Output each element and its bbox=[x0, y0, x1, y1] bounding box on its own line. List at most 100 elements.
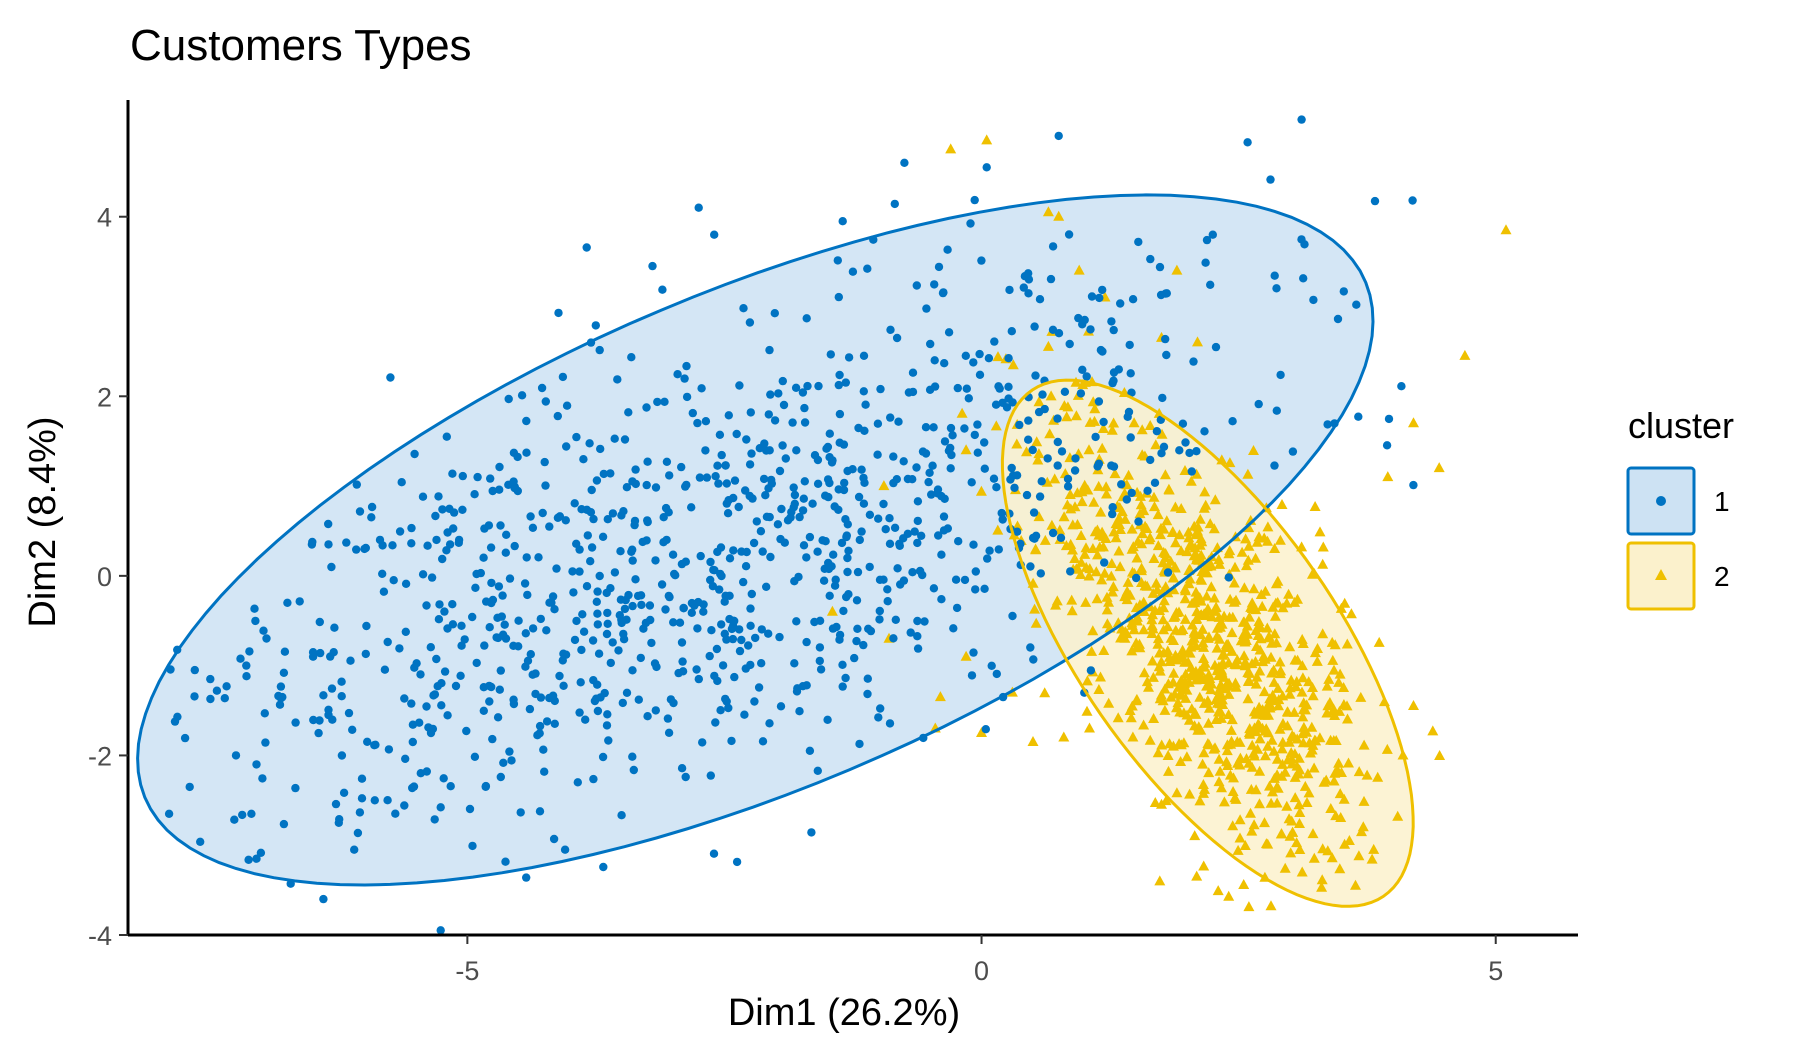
data-point-cluster-2 bbox=[1408, 700, 1419, 710]
data-point-cluster-1 bbox=[1107, 317, 1116, 326]
data-point-cluster-2 bbox=[1081, 675, 1093, 686]
data-point-cluster-1 bbox=[1299, 274, 1308, 283]
data-point-cluster-1 bbox=[501, 857, 510, 866]
data-point-cluster-2 bbox=[1262, 838, 1274, 849]
data-point-cluster-2 bbox=[1148, 491, 1160, 502]
legend-title: cluster bbox=[1628, 405, 1734, 446]
data-point-cluster-1 bbox=[1066, 567, 1075, 576]
data-point-cluster-1 bbox=[496, 521, 505, 530]
data-point-cluster-2 bbox=[1126, 523, 1138, 534]
data-point-cluster-1 bbox=[989, 474, 999, 483]
data-point-cluster-1 bbox=[190, 665, 199, 675]
data-point-cluster-1 bbox=[315, 716, 324, 725]
data-point-cluster-1 bbox=[1125, 340, 1134, 350]
data-point-cluster-1 bbox=[813, 766, 822, 775]
data-point-cluster-1 bbox=[319, 691, 328, 700]
data-point-cluster-2 bbox=[1066, 605, 1078, 616]
data-point-cluster-1 bbox=[892, 333, 902, 343]
data-point-cluster-1 bbox=[592, 476, 602, 485]
data-point-cluster-2 bbox=[1069, 553, 1081, 563]
data-point-cluster-2 bbox=[1328, 703, 1340, 714]
data-point-cluster-2 bbox=[1033, 396, 1045, 407]
data-point-cluster-2 bbox=[1266, 734, 1278, 745]
data-point-cluster-2 bbox=[1296, 660, 1308, 671]
data-point-cluster-1 bbox=[859, 640, 868, 650]
data-point-cluster-2 bbox=[1156, 739, 1168, 750]
data-point-cluster-1 bbox=[701, 417, 711, 426]
data-point-cluster-2 bbox=[1042, 340, 1054, 351]
data-point-cluster-1 bbox=[705, 651, 714, 661]
data-point-cluster-1 bbox=[582, 243, 591, 252]
data-point-cluster-1 bbox=[458, 505, 467, 514]
data-point-cluster-1 bbox=[456, 671, 465, 680]
data-point-cluster-2 bbox=[1091, 593, 1103, 604]
data-point-cluster-1 bbox=[697, 384, 706, 393]
data-point-cluster-2 bbox=[1126, 700, 1138, 711]
data-point-cluster-2 bbox=[1027, 736, 1039, 746]
data-point-cluster-2 bbox=[1131, 552, 1143, 563]
data-point-cluster-1 bbox=[920, 617, 929, 626]
data-point-cluster-2 bbox=[1256, 600, 1268, 611]
data-point-cluster-1 bbox=[813, 547, 822, 556]
data-point-cluster-1 bbox=[618, 698, 627, 708]
data-point-cluster-1 bbox=[367, 513, 376, 522]
legend-item-1[interactable]: 1 bbox=[1626, 466, 1730, 536]
data-point-cluster-1 bbox=[1309, 295, 1318, 305]
data-point-cluster-2 bbox=[1358, 739, 1370, 750]
y-tick-label: 4 bbox=[97, 203, 112, 233]
data-point-cluster-2 bbox=[1033, 511, 1045, 522]
data-point-cluster-2 bbox=[1325, 803, 1337, 813]
data-point-cluster-1 bbox=[528, 670, 537, 679]
data-point-cluster-2 bbox=[1226, 627, 1238, 638]
data-point-cluster-2 bbox=[1194, 513, 1206, 524]
data-point-cluster-1 bbox=[558, 372, 568, 382]
legend-item-2[interactable]: 2 bbox=[1626, 541, 1730, 611]
data-point-cluster-2 bbox=[1314, 526, 1326, 537]
data-point-cluster-1 bbox=[943, 245, 952, 254]
data-point-cluster-2 bbox=[1316, 874, 1328, 885]
data-point-cluster-1 bbox=[1384, 414, 1394, 424]
data-point-cluster-1 bbox=[833, 256, 842, 265]
data-point-cluster-1 bbox=[429, 691, 438, 700]
data-point-cluster-1 bbox=[220, 694, 229, 703]
x-tick-label: 0 bbox=[974, 956, 989, 986]
data-point-cluster-1 bbox=[1126, 369, 1135, 378]
data-point-cluster-2 bbox=[1334, 788, 1346, 799]
data-point-cluster-2 bbox=[1258, 686, 1270, 697]
data-point-cluster-1 bbox=[874, 514, 883, 523]
data-point-cluster-1 bbox=[1076, 389, 1086, 398]
data-point-cluster-1 bbox=[701, 446, 710, 455]
data-point-cluster-1 bbox=[853, 624, 862, 633]
data-point-cluster-2 bbox=[1203, 767, 1215, 778]
data-point-cluster-1 bbox=[1054, 131, 1063, 141]
data-point-cluster-1 bbox=[937, 595, 946, 604]
data-point-cluster-1 bbox=[913, 516, 922, 526]
data-point-cluster-2 bbox=[1065, 503, 1077, 514]
data-point-cluster-1 bbox=[454, 538, 463, 547]
data-point-cluster-2 bbox=[1181, 546, 1193, 557]
data-point-cluster-2 bbox=[1134, 638, 1145, 649]
data-point-cluster-1 bbox=[252, 760, 261, 769]
data-point-cluster-1 bbox=[642, 480, 651, 490]
data-point-cluster-2 bbox=[1115, 632, 1127, 643]
data-point-cluster-1 bbox=[190, 692, 199, 701]
data-point-cluster-1 bbox=[1146, 254, 1155, 264]
data-point-cluster-1 bbox=[352, 480, 361, 489]
data-point-cluster-2 bbox=[1101, 591, 1113, 602]
data-point-cluster-2 bbox=[1053, 210, 1065, 221]
data-point-cluster-2 bbox=[1072, 519, 1083, 529]
data-point-cluster-1 bbox=[443, 528, 452, 537]
data-point-cluster-1 bbox=[1023, 435, 1033, 444]
data-point-cluster-1 bbox=[648, 261, 657, 271]
data-point-cluster-1 bbox=[595, 345, 604, 355]
data-point-cluster-1 bbox=[643, 517, 652, 527]
data-point-cluster-1 bbox=[673, 370, 682, 379]
data-point-cluster-2 bbox=[1007, 359, 1019, 370]
data-point-cluster-1 bbox=[295, 597, 304, 606]
data-point-cluster-2 bbox=[1296, 686, 1308, 697]
data-point-cluster-1 bbox=[883, 597, 892, 606]
data-point-cluster-1 bbox=[1352, 300, 1361, 309]
data-point-cluster-2 bbox=[1290, 681, 1302, 692]
data-point-cluster-1 bbox=[1030, 322, 1039, 331]
data-point-cluster-1 bbox=[677, 638, 687, 647]
